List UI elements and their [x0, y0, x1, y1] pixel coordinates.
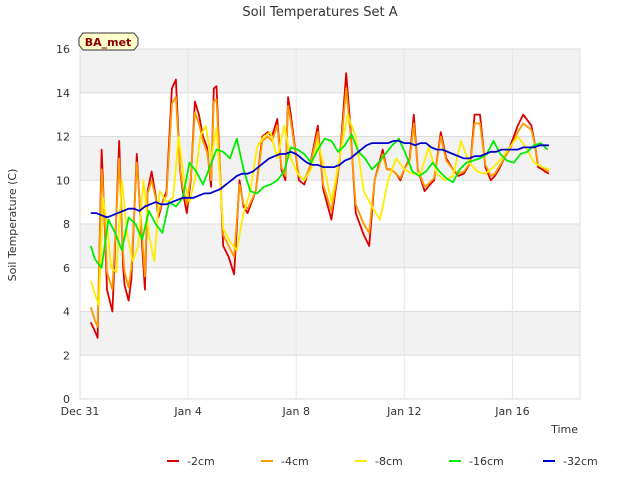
- station-badge-label: BA_met: [85, 36, 132, 49]
- y-tick-label: 10: [56, 174, 70, 187]
- plot-frame: [79, 48, 581, 400]
- series-line--16cm: [89, 133, 549, 269]
- y-tick-label: 8: [63, 218, 70, 231]
- legend-label: -2cm: [187, 455, 215, 468]
- x-tick-label: Dec 31: [61, 405, 100, 418]
- x-axis-title: Time: [550, 423, 578, 436]
- legend-label: -16cm: [469, 455, 504, 468]
- series-line--32cm: [90, 140, 549, 219]
- y-axis-title: Soil Temperature (C): [6, 169, 19, 282]
- x-tick-label: Jan 12: [386, 405, 421, 418]
- legend-label: -8cm: [375, 455, 403, 468]
- y-tick-label: 2: [63, 349, 70, 362]
- chart-title: Soil Temperatures Set A: [242, 5, 397, 20]
- y-tick-label: 0: [63, 393, 70, 406]
- legend-label: -32cm: [563, 455, 598, 468]
- y-axis-ticks: 0 2 4 6 8 10 12 14 16: [56, 43, 70, 406]
- plot-band: [80, 49, 580, 93]
- plot-band: [80, 311, 580, 356]
- series-line--8cm: [89, 113, 550, 306]
- series-lines: [89, 72, 550, 339]
- x-tick-label: Jan 8: [281, 405, 309, 418]
- x-tick-label: Jan 4: [173, 405, 201, 418]
- x-axis-ticks: Dec 31 Jan 4 Jan 8 Jan 12 Jan 16: [61, 405, 530, 418]
- x-tick-label: Jan 16: [494, 405, 529, 418]
- grid-lines: [79, 48, 581, 400]
- y-tick-label: 4: [63, 306, 70, 319]
- station-badge: BA_met: [78, 32, 139, 51]
- y-tick-label: 16: [56, 43, 70, 56]
- chart-legend: -2cm -4cm -8cm -16cm -32cm: [167, 455, 598, 468]
- y-tick-label: 12: [56, 131, 70, 144]
- legend-label: -4cm: [281, 455, 309, 468]
- y-tick-label: 14: [56, 87, 70, 100]
- y-tick-label: 6: [63, 262, 70, 275]
- series-line--4cm: [89, 87, 550, 328]
